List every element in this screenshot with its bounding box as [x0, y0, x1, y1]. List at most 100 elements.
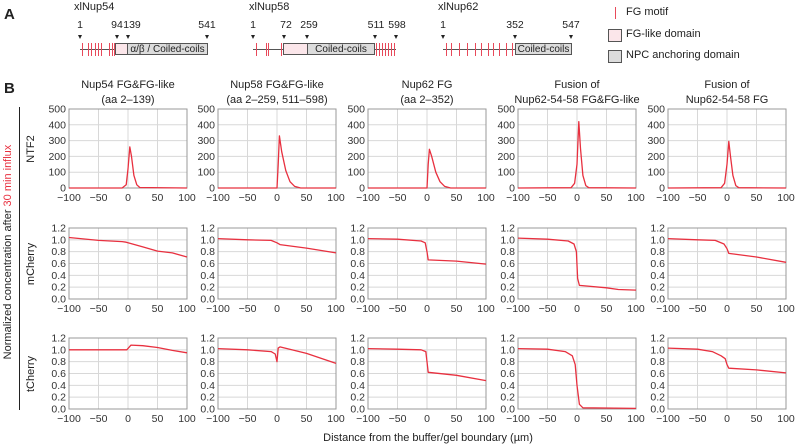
y-tick-label: 100	[48, 167, 66, 179]
data-line	[69, 344, 188, 354]
y-tick-label: 1.2	[650, 333, 665, 345]
y-tick-label: 1.2	[350, 333, 365, 345]
y-tick-label: 400	[197, 119, 215, 131]
data-line	[517, 347, 637, 410]
x-tick-label: −50	[539, 303, 557, 315]
column-title-line2: (aa 2–352)	[400, 94, 454, 106]
y-tick-label: 300	[347, 135, 365, 147]
row-label-tcherry: tCherry	[25, 355, 37, 392]
y-tick-label: 0.6	[650, 368, 665, 380]
y-tick-label: 0.0	[51, 404, 66, 416]
position-label: 139	[123, 19, 141, 31]
position-marker-icon	[115, 35, 119, 39]
x-tick-label: −50	[90, 192, 108, 204]
fg-motif-mark	[394, 43, 395, 56]
y-tick-label: 300	[497, 135, 515, 147]
y-tick-label: 0.8	[200, 246, 215, 258]
fg-like-legend-icon	[608, 29, 622, 42]
row-label-mcherry: mCherry	[25, 242, 37, 285]
x-tick-label: 100	[777, 192, 795, 204]
y-tick-label: 0	[659, 183, 665, 195]
x-tick-label: −100	[206, 192, 230, 204]
chart-mcherry-2: 0.00.20.40.60.81.01.2 −100 −50 0 50 100	[200, 223, 345, 316]
plot-frame	[217, 337, 337, 410]
plot-frame	[517, 337, 637, 410]
npc-anchoring-legend-icon	[608, 50, 622, 63]
x-tick-label: 0	[424, 413, 430, 425]
y-tick-label: 100	[647, 167, 665, 179]
position-marker-icon	[569, 35, 573, 39]
x-tick-label: −100	[206, 303, 230, 315]
y-tick-label: 0.0	[200, 404, 215, 416]
protein-backbone	[443, 49, 515, 50]
y-tick-label: 0.8	[500, 246, 515, 258]
y-tick-label: 0.0	[200, 294, 215, 306]
y-tick-label: 1.2	[200, 223, 215, 235]
y-tick-label: 400	[647, 119, 665, 131]
plot-frame	[217, 227, 337, 300]
position-label: 1	[250, 19, 256, 31]
fg-motif-mark	[379, 43, 380, 56]
x-tick-label: −100	[656, 303, 680, 315]
y-tick-label: 200	[347, 151, 365, 163]
x-tick-label: −100	[57, 303, 81, 315]
position-label: 352	[506, 19, 524, 31]
fg-motif-legend-icon	[615, 7, 616, 19]
fg-motif-mark	[506, 43, 507, 56]
position-label: 72	[280, 19, 292, 31]
x-tick-label: −50	[689, 413, 707, 425]
x-tick-label: 50	[152, 192, 164, 204]
position-label: 259	[300, 19, 318, 31]
column-title-line1: Fusion of	[704, 79, 750, 91]
x-tick-label: −50	[389, 413, 407, 425]
x-tick-label: −100	[356, 303, 380, 315]
y-tick-label: 0.0	[350, 404, 365, 416]
x-tick-label: 100	[178, 413, 196, 425]
y-tick-label: 1.2	[350, 223, 365, 235]
fg-motif-mark	[256, 43, 257, 56]
plot-frame	[667, 337, 787, 410]
y-tick-label: 0.6	[350, 368, 365, 380]
y-tick-label: 0.4	[51, 380, 66, 392]
y-tick-label: 0.8	[650, 246, 665, 258]
fg-motif-mark	[281, 43, 282, 56]
y-tick-label: 0.6	[650, 258, 665, 270]
column-title: Nup58 FG&FG-like (aa 2–259, 511–598)	[226, 78, 327, 108]
x-tick-label: 0	[125, 413, 131, 425]
y-axis-title-highlight: 30 min influx	[2, 144, 14, 207]
x-tick-label: −50	[539, 192, 557, 204]
x-tick-label: −50	[239, 192, 257, 204]
y-tick-label: 1.2	[51, 223, 66, 235]
position-marker-icon	[126, 35, 130, 39]
y-tick-label: 1.2	[200, 333, 215, 345]
x-tick-label: 50	[152, 303, 164, 315]
fg-motif-mark	[82, 43, 83, 56]
fg-motif-mark	[109, 43, 110, 56]
legend-fg-like: FG-like domain	[626, 28, 701, 40]
x-tick-label: 100	[777, 303, 795, 315]
x-tick-label: −50	[689, 303, 707, 315]
y-tick-label: 200	[497, 151, 515, 163]
column-title-line2: Nup62-54-58 FG	[685, 94, 769, 106]
position-label: 94	[111, 19, 123, 31]
x-tick-label: 100	[327, 192, 345, 204]
plot-frame	[517, 108, 637, 189]
npc-anchoring-domain: α/β / Coiled-coils	[127, 43, 208, 55]
x-tick-label: −100	[356, 192, 380, 204]
x-tick-label: −50	[239, 303, 257, 315]
position-marker-icon	[251, 35, 255, 39]
x-tick-label: −50	[389, 192, 407, 204]
fg-motif-mark	[95, 43, 96, 56]
column-title-line2: Nup62-54-58 FG&FG-like	[514, 94, 640, 106]
y-tick-label: 0.8	[51, 356, 66, 368]
y-axis-title-prefix: Normalized concentration after	[2, 206, 14, 360]
chart-mcherry-5: 0.00.20.40.60.81.01.2 −100 −50 0 50 100	[650, 223, 795, 316]
y-tick-label: 300	[647, 135, 665, 147]
x-tick-label: 50	[451, 192, 463, 204]
x-tick-label: 100	[178, 303, 196, 315]
data-line	[218, 135, 336, 189]
y-tick-label: 1.0	[51, 344, 66, 356]
x-tick-label: 50	[601, 192, 613, 204]
y-tick-label: 0	[60, 183, 66, 195]
data-line	[217, 237, 337, 254]
